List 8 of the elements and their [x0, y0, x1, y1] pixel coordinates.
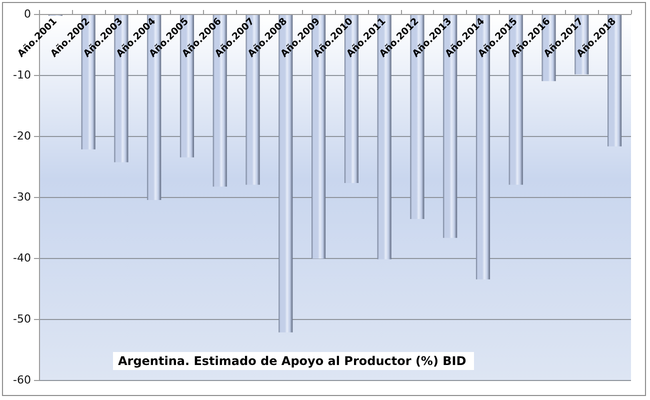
- y-tick-label: 0: [24, 8, 31, 20]
- y-tick-label: -50: [13, 312, 31, 326]
- y-tick-label: -10: [13, 68, 31, 82]
- y-tick-label: -20: [13, 130, 31, 142]
- y-tick-label: -40: [13, 252, 31, 264]
- text: Argentina. Estimado de Apoyo al Productor (%) BID: [113, 352, 474, 370]
- y-tick-label: -30: [13, 190, 31, 204]
- y-tick-label: -60: [13, 374, 31, 386]
